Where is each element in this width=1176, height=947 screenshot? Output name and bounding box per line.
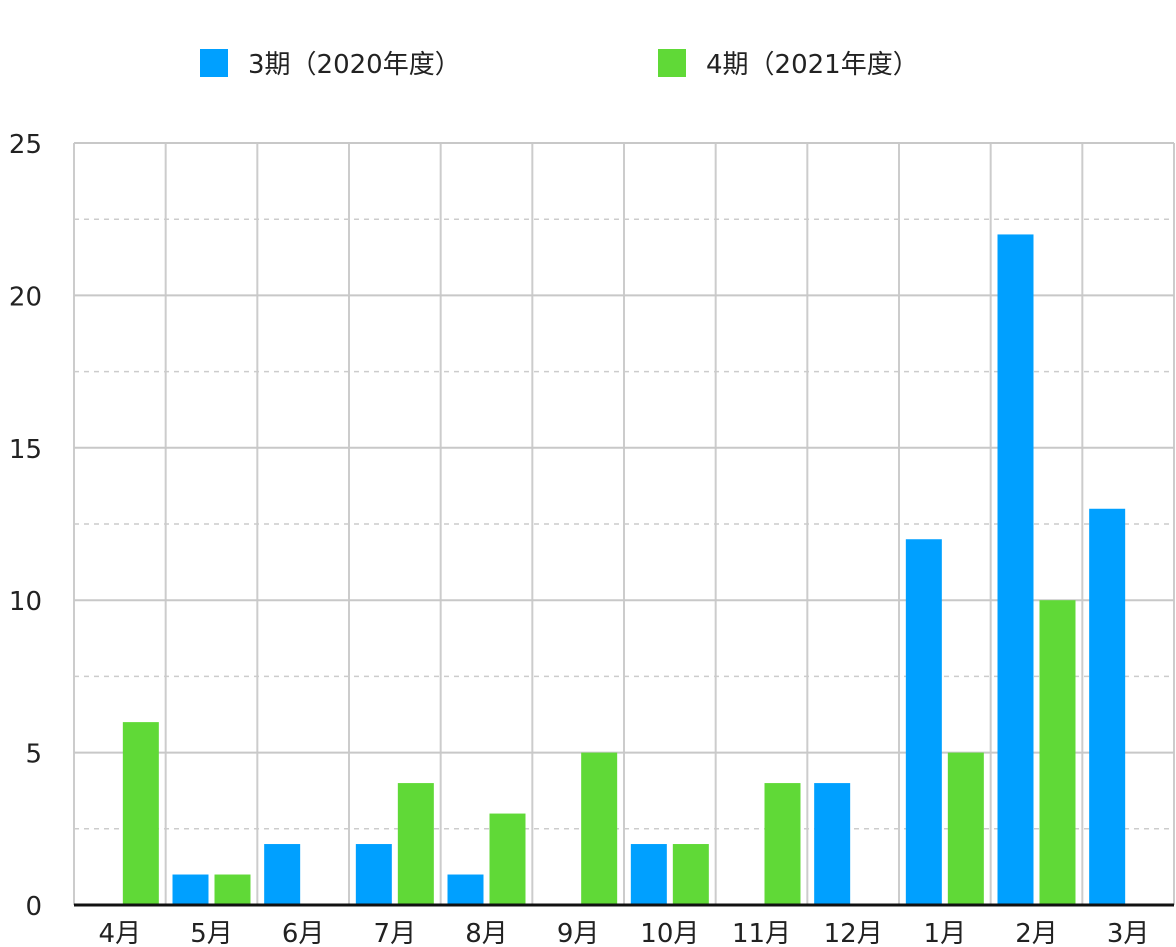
bar-series-1 <box>264 844 301 905</box>
bar-series-2 <box>764 783 801 905</box>
bar-series-2 <box>947 752 984 905</box>
bar-series-2 <box>1039 600 1076 905</box>
x-tick-label: 11月 <box>732 919 791 947</box>
x-tick-label: 2月 <box>1015 919 1058 947</box>
bar-series-2 <box>672 844 709 905</box>
y-tick-label: 5 <box>25 740 42 770</box>
legend-label-series-2: 4期（2021年度） <box>706 50 919 80</box>
x-tick-label: 6月 <box>282 919 325 947</box>
x-tick-label: 8月 <box>465 919 508 947</box>
x-tick-label: 10月 <box>640 919 699 947</box>
legend-label-series-1: 3期（2020年度） <box>248 50 461 80</box>
bar-series-1 <box>447 874 484 905</box>
bar-series-1 <box>814 783 851 905</box>
y-tick-label: 10 <box>9 587 42 617</box>
bar-series-1 <box>355 844 392 905</box>
x-tick-label: 9月 <box>557 919 600 947</box>
y-tick-label: 0 <box>25 892 42 922</box>
x-tick-label: 3月 <box>1107 919 1150 947</box>
x-tick-label: 1月 <box>924 919 967 947</box>
bar-series-2 <box>581 752 618 905</box>
bar-series-2 <box>489 813 526 905</box>
x-tick-label: 7月 <box>374 919 417 947</box>
x-tick-label: 4月 <box>99 919 142 947</box>
bar-series-1 <box>905 539 942 905</box>
x-tick-label: 12月 <box>824 919 883 947</box>
bar-series-1 <box>997 234 1034 905</box>
bar-series-2 <box>397 783 434 905</box>
x-tick-label: 5月 <box>190 919 233 947</box>
bar-series-2 <box>214 874 251 905</box>
chart-legend: 3期（2020年度） 4期（2021年度） <box>0 44 1176 80</box>
legend-item-series-2: 4期（2021年度） <box>658 44 919 81</box>
legend-swatch-series-2 <box>658 48 686 77</box>
bar-series-1 <box>172 874 209 905</box>
bar-series-2 <box>122 722 159 905</box>
y-tick-label: 15 <box>9 435 42 465</box>
y-tick-label: 20 <box>9 282 42 312</box>
y-tick-label: 25 <box>9 130 42 160</box>
legend-swatch-series-1 <box>200 48 228 77</box>
bar-series-1 <box>630 844 667 905</box>
bar-series-1 <box>1089 508 1126 905</box>
legend-item-series-1: 3期（2020年度） <box>200 44 461 81</box>
